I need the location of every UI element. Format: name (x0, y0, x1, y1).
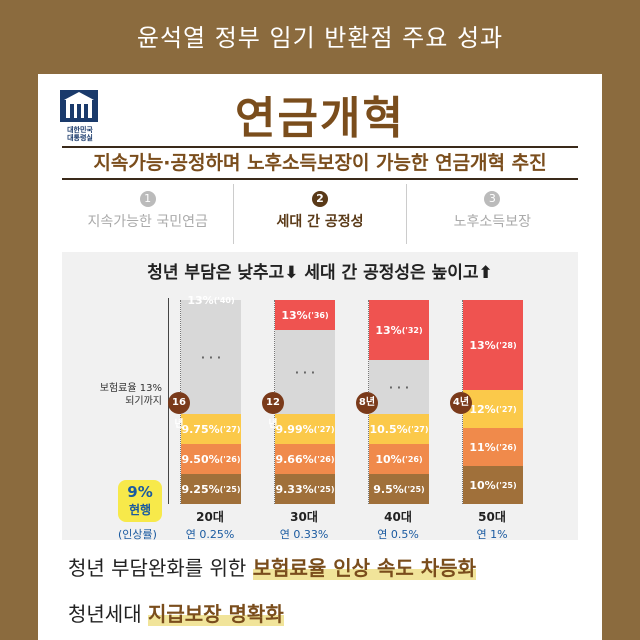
years-badge-0: 16년 (168, 392, 190, 430)
contribution-chart-panel: 청년 부담은 낮추고⬇ 세대 간 공정성은 높이고⬆ 보험료율 13%되기까지 … (62, 252, 578, 541)
segment-final-1: 13% ('36) (275, 300, 335, 330)
rate-label-0: 연 0.25% (185, 528, 235, 541)
step-2-label: 세대 간 공정성 (276, 214, 364, 230)
panel-headline: 청년 부담은 낮추고⬇ 세대 간 공정성은 높이고⬆ (147, 263, 493, 283)
segment-50대-1: 11% ('26) (463, 428, 523, 466)
step-2: 2 세대 간 공정성 (233, 184, 405, 244)
side-label: 보험료율 13%되기까지 (99, 383, 162, 407)
segment-30대-0: 9.33% ('25) (275, 474, 335, 504)
segment-40대-1: 10% ('26) (369, 444, 429, 474)
current-rate-badge: 9% 현행 (118, 480, 162, 522)
segment-20대-0: 9.25% ('25) (181, 474, 241, 504)
card-subtitle: 지속가능·공정하며 노후소득보장이 가능한 연금개혁 추진 (62, 146, 578, 180)
step-3-number: 3 (484, 191, 501, 207)
step-3: 3 노후소득보장 (405, 184, 578, 244)
age-label-2: 40대 (384, 510, 412, 524)
logo-line1: 대한민국 (67, 126, 93, 134)
rate-label-1: 연 0.33% (279, 528, 329, 541)
segment-final-2: 13% ('32) (369, 300, 429, 360)
footer-line-2-highlight: 지급보장 명확화 (147, 602, 284, 626)
current-rate-value: 9% (127, 483, 153, 501)
years-badge-2: 8년 (356, 392, 378, 414)
age-column-0: 9.25% ('25) 9.50% ('26) 9.75% ('27) · · · 13% ('… (180, 294, 241, 504)
segment-gap-2: · · · (369, 360, 429, 414)
segment-40대-2: 10.5% ('27) (369, 414, 429, 444)
rate-label: (인상률) (118, 528, 157, 541)
segment-gap-1: · · · (275, 330, 335, 414)
footer-line-2: 청년세대 지급보장 명확화 (68, 598, 284, 627)
footer-line-1-highlight: 보험료율 인상 속도 차등화 (252, 556, 476, 580)
segment-40대-0: 9.5% ('25) (369, 474, 429, 504)
segment-30대-2: 9.99% ('27) (275, 414, 335, 444)
rate-label-2: 연 0.5% (377, 528, 419, 541)
steps-row: 1 지속가능한 국민연금 2 세대 간 공정성 3 노후소득보장 (62, 184, 578, 244)
footer-line-1-plain: 청년 부담완화를 위한 (68, 556, 253, 580)
page-top-title: 윤석열 정부 임기 반환점 주요 성과 (136, 24, 504, 52)
age-column-3: 10% ('25) 11% ('26) 12% ('27) 13% ('28) (462, 300, 523, 504)
logo-line2: 대통령실 (67, 134, 93, 143)
years-badge-1: 12년 (262, 392, 284, 430)
age-label-0: 20대 (196, 510, 224, 524)
current-rate-word: 현행 (128, 503, 152, 517)
segment-50대-2: 12% ('27) (463, 390, 523, 428)
step-1: 1 지속가능한 국민연금 (62, 184, 233, 244)
segment-50대-0: 10% ('25) (463, 466, 523, 504)
segment-final-3: 13% ('28) (463, 300, 523, 390)
footer-line-1: 청년 부담완화를 위한 보험료율 인상 속도 차등화 (68, 552, 476, 581)
years-badge-3: 4년 (450, 392, 472, 414)
step-3-label: 노후소득보장 (453, 214, 531, 230)
pension-reform-card: 대한민국 대통령실 연금개혁 지속가능·공정하며 노후소득보장이 가능한 연금개… (38, 74, 602, 640)
step-2-number: 2 (311, 191, 328, 207)
age-label-1: 30대 (290, 510, 318, 524)
card-title: 연금개혁 (235, 93, 405, 144)
age-column-2: 9.5% ('25) 10% ('26) 10.5% ('27) · · · 13% ('32) (368, 300, 429, 504)
step-1-number: 1 (139, 191, 156, 207)
presidential-office-emblem-icon (60, 90, 98, 122)
step-1-label: 지속가능한 국민연금 (87, 214, 208, 230)
logo-text: 대한민국 대통령실 (52, 126, 108, 142)
footer-line-2-plain: 청년세대 (68, 602, 148, 626)
segment-20대-1: 9.50% ('26) (181, 444, 241, 474)
segment-20대-2: 9.75% ('27) (181, 414, 241, 444)
segment-30대-1: 9.66% ('26) (275, 444, 335, 474)
rate-label-3: 연 1% (476, 528, 508, 541)
segment-gap-0: · · · (181, 300, 241, 414)
age-label-3: 50대 (478, 510, 506, 524)
